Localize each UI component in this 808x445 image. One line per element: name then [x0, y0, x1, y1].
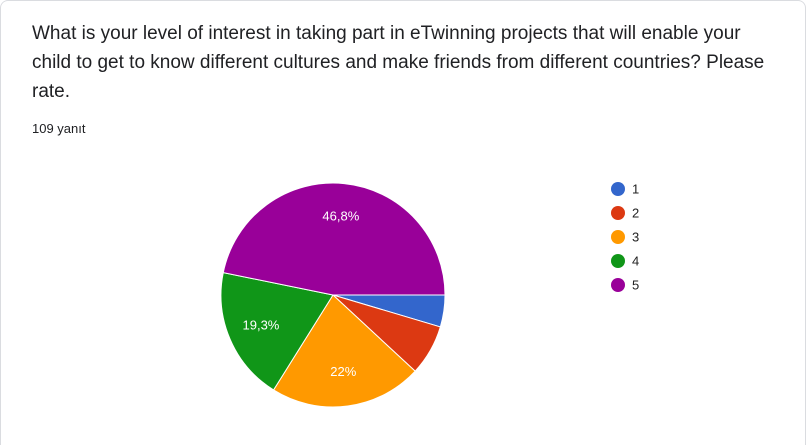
legend-swatch [611, 230, 625, 244]
slice-label: 46,8% [322, 208, 359, 223]
legend-swatch [611, 254, 625, 268]
legend-swatch [611, 182, 625, 196]
legend-swatch [611, 278, 625, 292]
slice-label: 19,3% [243, 317, 280, 332]
pie-slice [220, 272, 334, 391]
legend-swatch [611, 206, 625, 220]
pie-slice [222, 182, 446, 296]
pie-slice [272, 294, 416, 408]
legend-label: 5 [632, 277, 639, 292]
legend-label: 2 [632, 205, 639, 220]
legend-label: 1 [632, 181, 639, 196]
legend-label: 4 [632, 253, 639, 268]
response-count: 109 yanıt [32, 121, 86, 136]
slice-label: 22% [330, 364, 356, 379]
legend-label: 3 [632, 229, 639, 244]
chart-title: What is your level of interest in taking… [32, 23, 765, 102]
